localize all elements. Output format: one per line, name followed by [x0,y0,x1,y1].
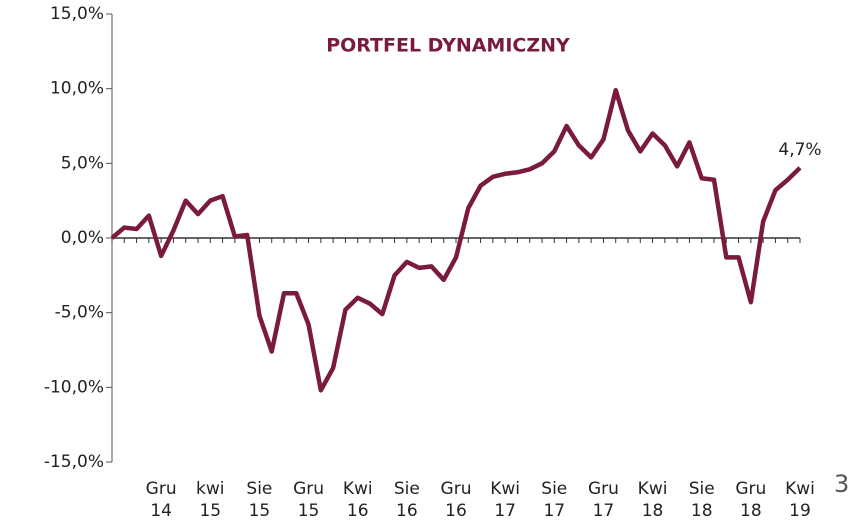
line-series [110,87,802,393]
y-tick-label: -5,0% [55,303,104,323]
y-tick-label: -10,0% [44,377,104,397]
y-tick-label: 5,0% [61,153,104,173]
x-tick-label: Gru 17 [587,479,619,521]
x-tick-label: Gru 16 [440,479,472,521]
x-tick-label: Sie 15 [246,479,273,521]
x-tick-label: Kwi 18 [637,479,668,521]
y-tick-label: -15,0% [44,452,104,472]
x-tick-label: Sie 16 [393,479,420,521]
x-tick-label: Gru 14 [145,479,177,521]
x-tick-label: Sie 18 [688,479,715,521]
y-tick-label: 0,0% [61,228,104,248]
x-tick-label: Kwi 16 [342,479,373,521]
value-label: 4,7% [778,140,821,160]
y-tick-label: 15,0% [50,4,104,24]
x-tick-label: kwi 15 [196,479,225,521]
x-tick-label: Gru 15 [293,479,325,521]
page-number: 3 [834,470,850,498]
x-tick-label: Gru 18 [735,479,767,521]
x-tick-label: Kwi 19 [785,479,815,521]
y-tick-label: 10,0% [50,79,104,99]
x-tick-label: Kwi 17 [490,479,521,521]
x-tick-label: Sie 17 [541,479,568,521]
chart-title: PORTFEL DYNAMICZNY [326,35,570,57]
